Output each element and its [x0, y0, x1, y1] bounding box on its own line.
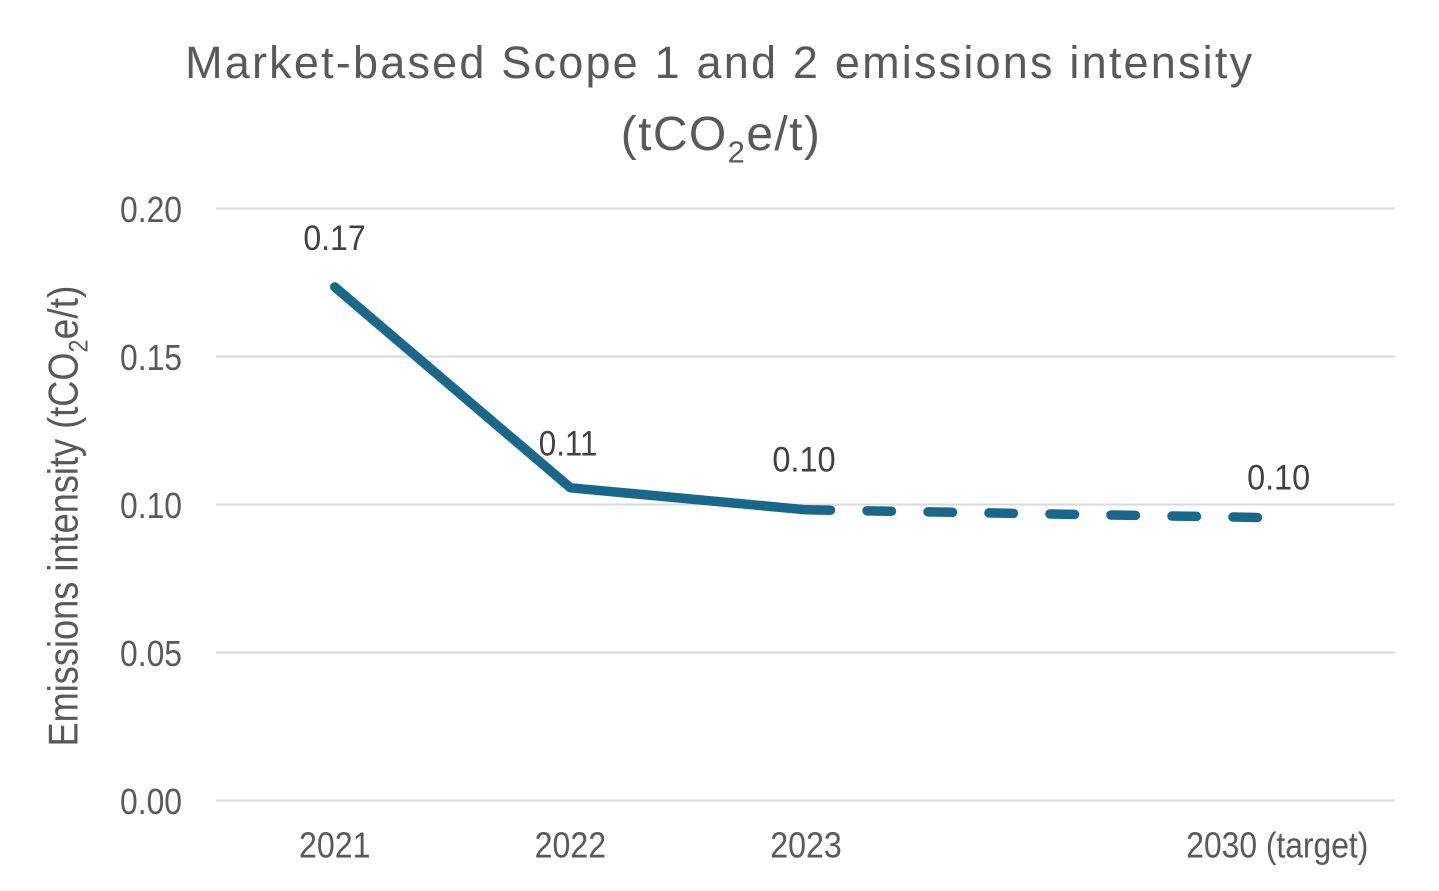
svg-text:Emissions intensity (tCO: Emissions intensity (tCO	[40, 353, 87, 747]
svg-text:0.20: 0.20	[120, 189, 182, 230]
svg-text:0.05: 0.05	[120, 633, 182, 674]
svg-text:2023: 2023	[770, 825, 842, 866]
svg-text:0.10: 0.10	[772, 441, 835, 480]
svg-text:2030 (target): 2030 (target)	[1186, 825, 1368, 866]
svg-text:(tCO2e/t): (tCO2e/t)	[621, 108, 822, 170]
svg-text:0.00: 0.00	[120, 781, 182, 822]
svg-text:2: 2	[64, 340, 94, 353]
svg-text:2022: 2022	[535, 825, 607, 866]
svg-text:0.11: 0.11	[539, 424, 598, 463]
svg-text:0.10: 0.10	[1247, 458, 1310, 497]
svg-text:Market-based Scope 1 and 2 emi: Market-based Scope 1 and 2 emissions int…	[185, 37, 1254, 88]
svg-text:2021: 2021	[299, 825, 371, 866]
svg-text:0.15: 0.15	[120, 337, 182, 378]
svg-text:e/t): e/t)	[40, 286, 87, 340]
svg-text:0.17: 0.17	[303, 219, 365, 258]
svg-text:0.10: 0.10	[120, 485, 182, 526]
